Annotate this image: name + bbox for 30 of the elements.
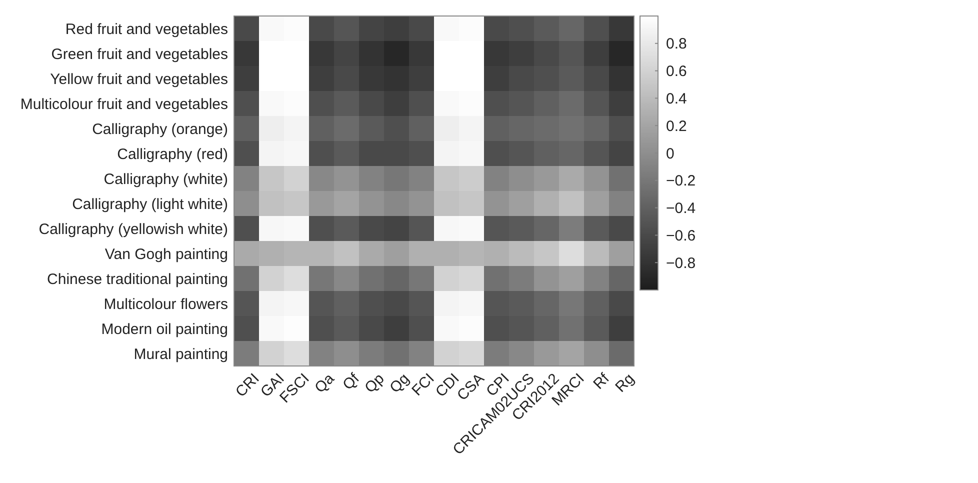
x-tick-label: CRI [232, 370, 263, 401]
x-tick-label: Qa [312, 370, 338, 396]
y-tick-label: Multicolour flowers [104, 296, 228, 313]
x-tick-label: Qg [386, 370, 413, 396]
x-tick-label: Qp [362, 370, 388, 396]
x-tick-label: Rg [612, 370, 638, 396]
y-tick-label: Green fruit and vegetables [51, 46, 228, 63]
y-tick-label: Chinese traditional painting [47, 270, 228, 288]
color-bar-label: 0.4 [666, 90, 687, 108]
color-bar-label: −0.8 [666, 254, 696, 272]
color-bar-label: 0.2 [666, 118, 687, 135]
color-bar-label: −0.4 [666, 200, 696, 218]
y-tick-label: Multicolour fruit and vegetables [20, 96, 228, 113]
y-tick-label: Calligraphy (white) [104, 170, 228, 188]
y-tick-label: Calligraphy (red) [117, 146, 228, 163]
y-tick-label: Yellow fruit and vegetables [50, 70, 228, 88]
y-tick-label: Modern oil painting [101, 320, 228, 338]
x-tick-label: Qf [340, 370, 364, 394]
color-bar-label: 0.8 [666, 36, 687, 53]
y-tick-label: Calligraphy (yellowish white) [38, 220, 228, 238]
y-tick-label: Calligraphy (light white) [72, 196, 228, 213]
y-tick-label: Mural painting [134, 346, 228, 363]
color-bar-label: 0.6 [666, 63, 687, 80]
x-tick-label: Rf [590, 370, 614, 393]
y-tick-label: Van Gogh painting [104, 246, 228, 263]
color-bar-label: −0.6 [666, 227, 696, 244]
y-tick-label: Red fruit and vegetables [65, 20, 228, 38]
color-bar-label: −0.2 [666, 172, 696, 190]
color-bar-label: 0 [666, 145, 674, 162]
y-tick-label: Calligraphy (orange) [92, 120, 228, 138]
